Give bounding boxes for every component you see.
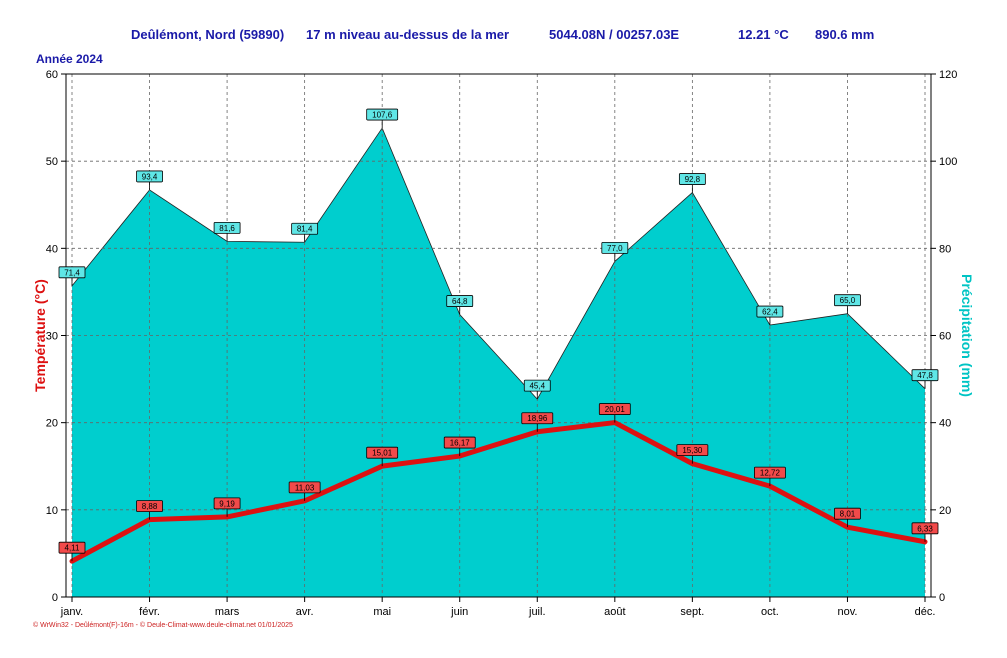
temperature-data-label-box [58,541,86,554]
y-right-tick-label: 120 [939,69,957,81]
temperature-data-label: 4,11 [65,544,81,553]
precipitation-area [72,128,925,597]
station-name: Deûlémont, Nord (59890) [131,27,285,42]
precipitation-data-label-box [911,369,939,382]
x-tick-label: déc. [915,606,936,618]
y-right-tick-label: 60 [939,331,951,343]
temperature-data-label-box [443,436,476,449]
temperature-data-label-box [521,412,554,425]
precipitation-data-label-box [756,305,784,318]
y-left-axis-title: Température (°C) [32,279,48,392]
precipitation-data-label-box [213,221,241,234]
temperature-data-label: 8,88 [142,502,158,511]
x-tick-label: janv. [60,606,83,618]
y-left-tick-label: 20 [46,418,58,430]
y-left-tick-label: 60 [46,69,58,81]
temperature-data-label: 18,96 [527,414,548,423]
temperature-data-label: 12,72 [760,469,781,478]
precipitation-data-label: 93,4 [142,172,158,181]
precipitation-data-label: 71,4 [64,268,80,277]
y-left-tick-label: 0 [52,592,58,604]
precipitation-data-label: 64,8 [452,297,468,306]
y-left-tick-label: 30 [46,331,58,343]
precipitation-data-label-box [523,379,551,392]
precipitation-data-label: 92,8 [685,175,701,184]
y-right-tick-label: 40 [939,418,951,430]
y-right-tick-label: 100 [939,156,957,168]
precipitation-data-label-box [366,108,399,121]
x-tick-label: juin [450,606,468,618]
temperature-data-label-box [834,507,861,520]
precipitation-data-label: 81,4 [297,225,313,234]
temperature-data-label: 11,03 [295,483,315,492]
y-left-tick-label: 10 [46,505,58,517]
x-tick-label: nov. [837,606,857,618]
temperature-data-label: 20,01 [605,405,626,414]
x-tick-label: mars [215,606,240,618]
temperature-data-label-box [136,500,163,512]
year-label: Année 2024 [36,52,103,66]
copyright-footer: © WrWin32 - Deûlémont(F)-16m - © Deule-C… [33,622,293,629]
temperature-data-label: 8,01 [840,510,856,519]
x-tick-label: mai [373,606,391,618]
precipitation-data-label-box [601,242,629,254]
total-precipitation: 890.6 mm [815,27,875,42]
precipitation-data-label-box [446,295,474,307]
precipitation-data-label: 47,8 [917,371,933,380]
temperature-line [69,420,928,564]
temperature-data-label-box [754,466,786,479]
precipitation-data-label: 107,6 [372,111,393,120]
precipitation-data-label-box [678,173,706,185]
data-labels-layer: 71,4 93,4 81,6 81,4 107,6 64,8 45,4 77,0 92,8 62,… [58,108,939,562]
precipitation-data-label: 81,6 [219,224,235,233]
x-tick-label: sept. [680,606,704,618]
temperature-data-label-box [288,481,321,494]
x-tick-label: févr. [139,606,160,618]
temperature-data-label: 15,30 [682,446,703,455]
x-tick-label: oct. [761,606,779,618]
y-right-tick-label: 80 [939,243,951,255]
precipitation-data-label-box [58,266,86,279]
y-left-tick-label: 40 [46,243,58,255]
precipitation-data-label: 45,4 [529,382,545,391]
temperature-data-label: 6,33 [917,524,933,533]
temperature-data-label: 16,17 [450,439,471,448]
temperature-data-label-box [598,403,631,415]
x-tick-label: août [604,606,625,618]
x-tick-label: avr. [296,606,314,618]
precipitation-data-label-box [834,294,861,307]
axes-layer: 0 10 20 30 40 50 60 0 20 40 60 80 100 120 janv. févr. ma… [32,69,975,618]
precipitation-data-label-box [291,222,319,235]
temperature-data-label: 9,19 [219,499,235,508]
mean-temperature: 12.21 °C [738,27,789,42]
station-altitude: 17 m niveau au-dessus de la mer [306,27,510,42]
precipitation-data-label: 65,0 [840,296,856,305]
x-tick-label: juil. [528,606,546,618]
temperature-data-label-box [366,446,399,459]
temperature-data-label: 15,01 [372,449,393,458]
temperature-data-label-box [676,444,709,457]
y-right-tick-label: 0 [939,592,945,604]
temperature-data-label-box [213,497,241,510]
precipitation-data-label: 77,0 [607,244,623,253]
y-right-tick-label: 20 [939,505,951,517]
y-left-tick-label: 50 [46,156,58,168]
precipitation-data-label: 62,4 [762,308,778,317]
temperature-data-label-box [911,522,939,535]
y-right-axis-title: Précipitation (mm) [959,274,975,397]
precipitation-data-label-box [136,170,163,183]
chart-header: Deûlémont, Nord (59890) 17 m niveau au-d… [0,27,1007,47]
station-coordinates: 5044.08N / 00257.03E [549,27,680,42]
